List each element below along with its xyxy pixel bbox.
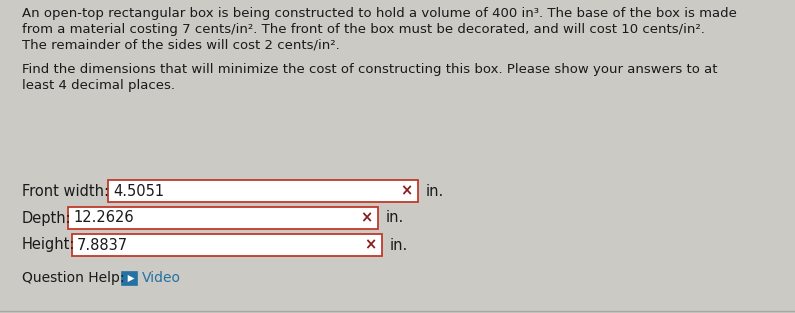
Text: Question Help:: Question Help: bbox=[22, 271, 125, 285]
FancyBboxPatch shape bbox=[68, 207, 378, 229]
Text: ×: × bbox=[360, 211, 372, 225]
FancyBboxPatch shape bbox=[72, 234, 382, 256]
Text: Depth:: Depth: bbox=[22, 211, 72, 225]
Text: ×: × bbox=[364, 238, 376, 253]
Text: Video: Video bbox=[142, 271, 181, 285]
Text: 4.5051: 4.5051 bbox=[113, 183, 164, 198]
Text: in.: in. bbox=[390, 238, 409, 253]
FancyBboxPatch shape bbox=[108, 180, 418, 202]
Text: in.: in. bbox=[386, 211, 404, 225]
Text: The remainder of the sides will cost 2 cents/in².: The remainder of the sides will cost 2 c… bbox=[22, 38, 339, 51]
Text: 7.8837: 7.8837 bbox=[77, 238, 128, 253]
Text: 12.2626: 12.2626 bbox=[73, 211, 134, 225]
Text: Find the dimensions that will minimize the cost of constructing this box. Please: Find the dimensions that will minimize t… bbox=[22, 64, 718, 76]
Polygon shape bbox=[128, 275, 134, 282]
Text: Height:: Height: bbox=[22, 238, 76, 253]
Text: from a material costing 7 cents/in². The front of the box must be decorated, and: from a material costing 7 cents/in². The… bbox=[22, 23, 705, 35]
Text: ×: × bbox=[400, 183, 413, 198]
FancyBboxPatch shape bbox=[122, 272, 137, 285]
Text: in.: in. bbox=[426, 183, 444, 198]
Text: Front width:: Front width: bbox=[22, 183, 109, 198]
Text: An open-top rectangular box is being constructed to hold a volume of 400 in³. Th: An open-top rectangular box is being con… bbox=[22, 7, 737, 20]
Text: least 4 decimal places.: least 4 decimal places. bbox=[22, 79, 175, 92]
